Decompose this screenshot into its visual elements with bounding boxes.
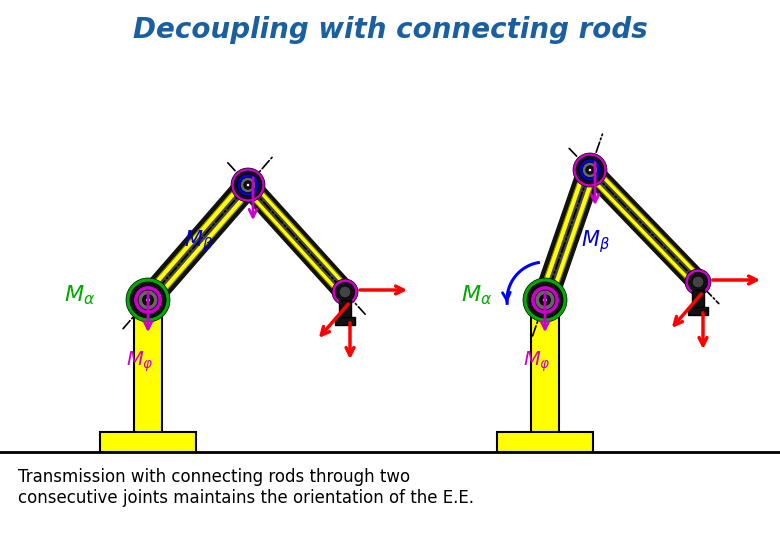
Circle shape bbox=[583, 163, 597, 178]
Text: $M_\beta$: $M_\beta$ bbox=[183, 228, 212, 255]
Circle shape bbox=[576, 156, 604, 184]
Text: $M_\varphi$: $M_\varphi$ bbox=[126, 350, 154, 374]
Circle shape bbox=[237, 174, 259, 196]
Text: Decoupling with connecting rods: Decoupling with connecting rods bbox=[133, 16, 647, 44]
Circle shape bbox=[240, 177, 256, 193]
Circle shape bbox=[143, 294, 154, 306]
Bar bbox=[339, 300, 351, 322]
Bar bbox=[692, 290, 704, 312]
Circle shape bbox=[332, 279, 358, 305]
Bar bbox=[497, 432, 593, 452]
Text: $M_\beta$: $M_\beta$ bbox=[580, 228, 609, 255]
FancyBboxPatch shape bbox=[587, 167, 701, 285]
Circle shape bbox=[231, 168, 265, 202]
Circle shape bbox=[692, 276, 704, 288]
Text: $M_\varphi$: $M_\varphi$ bbox=[523, 350, 551, 374]
FancyBboxPatch shape bbox=[538, 169, 597, 301]
Circle shape bbox=[339, 286, 351, 298]
Circle shape bbox=[130, 282, 166, 318]
Text: $M_\alpha$: $M_\alpha$ bbox=[65, 283, 96, 307]
Circle shape bbox=[126, 278, 170, 322]
Circle shape bbox=[535, 290, 555, 310]
Circle shape bbox=[243, 181, 252, 189]
FancyBboxPatch shape bbox=[249, 186, 344, 291]
FancyBboxPatch shape bbox=[239, 177, 353, 300]
FancyBboxPatch shape bbox=[138, 177, 257, 309]
Circle shape bbox=[573, 153, 607, 187]
Circle shape bbox=[133, 286, 162, 314]
FancyBboxPatch shape bbox=[534, 165, 601, 305]
Circle shape bbox=[523, 278, 567, 322]
Circle shape bbox=[530, 286, 559, 314]
Circle shape bbox=[588, 168, 592, 172]
FancyBboxPatch shape bbox=[144, 181, 252, 303]
Bar bbox=[531, 300, 559, 434]
FancyBboxPatch shape bbox=[244, 182, 349, 295]
Circle shape bbox=[685, 269, 711, 295]
Text: Transmission with connecting rods through two
consecutive joints maintains the o: Transmission with connecting rods throug… bbox=[18, 468, 474, 507]
Circle shape bbox=[527, 282, 563, 318]
Bar bbox=[688, 307, 708, 315]
FancyBboxPatch shape bbox=[544, 173, 591, 297]
Bar bbox=[335, 317, 355, 325]
Circle shape bbox=[688, 272, 707, 292]
Circle shape bbox=[146, 298, 151, 302]
Circle shape bbox=[586, 166, 594, 174]
FancyBboxPatch shape bbox=[591, 171, 697, 281]
Text: $M_\alpha$: $M_\alpha$ bbox=[462, 283, 493, 307]
Circle shape bbox=[246, 183, 250, 187]
FancyBboxPatch shape bbox=[582, 162, 706, 290]
Bar bbox=[100, 432, 196, 452]
Circle shape bbox=[234, 171, 262, 199]
Circle shape bbox=[540, 294, 551, 306]
Circle shape bbox=[138, 290, 158, 310]
Circle shape bbox=[335, 282, 355, 302]
FancyBboxPatch shape bbox=[149, 186, 247, 299]
Circle shape bbox=[543, 298, 548, 302]
Bar bbox=[134, 300, 162, 434]
Circle shape bbox=[579, 159, 601, 181]
